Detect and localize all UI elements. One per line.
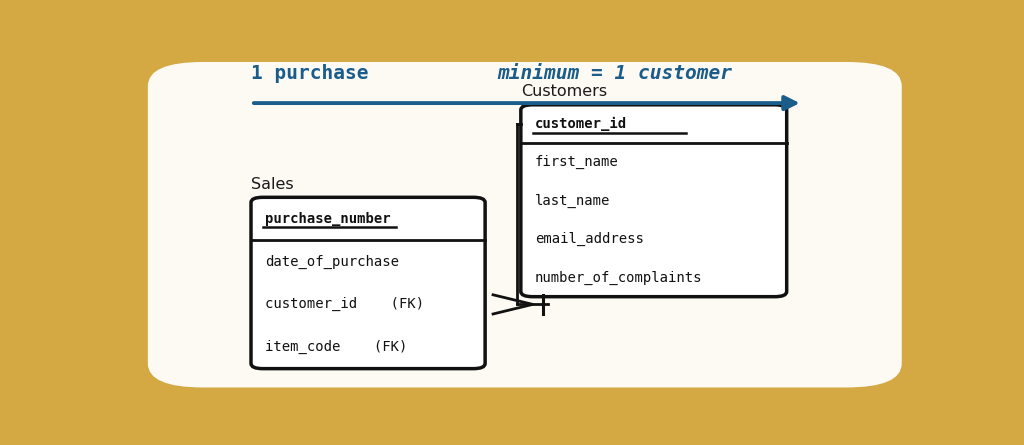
Text: customer_id    (FK): customer_id (FK): [265, 297, 424, 311]
Text: email_address: email_address: [536, 232, 644, 246]
Text: number_of_complaints: number_of_complaints: [536, 271, 702, 284]
Text: Sales: Sales: [251, 177, 294, 192]
Text: last_name: last_name: [536, 194, 610, 208]
Text: 1 purchase: 1 purchase: [251, 64, 369, 83]
FancyBboxPatch shape: [521, 105, 786, 297]
Text: customer_id: customer_id: [536, 117, 628, 131]
FancyBboxPatch shape: [251, 197, 485, 368]
FancyBboxPatch shape: [147, 62, 902, 388]
Text: purchase_number: purchase_number: [265, 212, 391, 226]
Text: first_name: first_name: [536, 155, 618, 170]
Text: Customers: Customers: [521, 84, 607, 99]
Text: date_of_purchase: date_of_purchase: [265, 255, 399, 269]
Text: item_code    (FK): item_code (FK): [265, 340, 408, 354]
Text: minimum = 1 customer: minimum = 1 customer: [497, 64, 732, 83]
